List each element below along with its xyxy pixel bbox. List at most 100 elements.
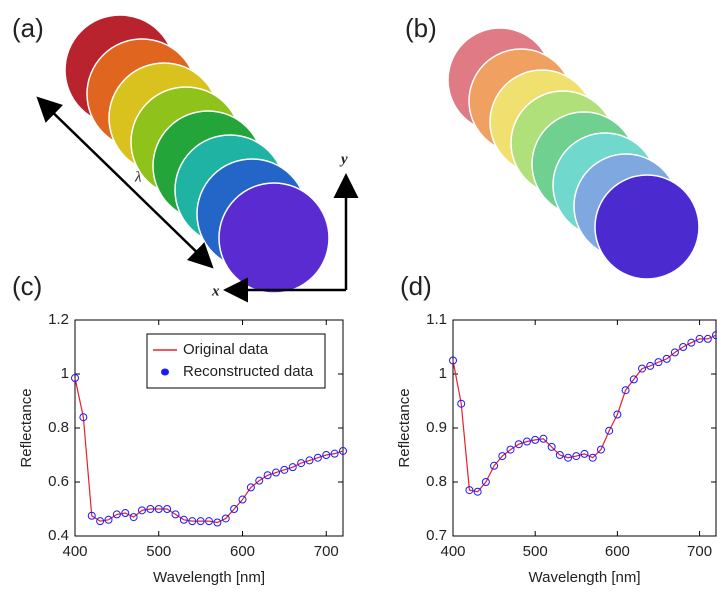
x-axis-title: Wavelength [nm] (529, 569, 641, 586)
data-point (654, 358, 663, 367)
data-point (621, 386, 630, 395)
data-point (531, 435, 540, 444)
legend-swatch (161, 368, 169, 376)
data-point (179, 515, 188, 524)
y-axis-title: Reflectance (396, 388, 413, 467)
data-point (564, 453, 573, 462)
data-point (449, 356, 457, 365)
data-point (154, 505, 163, 513)
legend-box (146, 333, 326, 389)
data-point (522, 437, 531, 446)
data-point (613, 410, 622, 419)
x-tick-label: 600 (230, 543, 255, 560)
y-tick-label: 1 (61, 365, 69, 382)
data-point (221, 514, 230, 523)
data-point (330, 449, 339, 458)
x-tick-label: 600 (605, 543, 630, 560)
legend-label: Reconstructed data (183, 363, 314, 380)
data-point (555, 451, 564, 459)
x-tick-label: 500 (523, 543, 548, 560)
data-point (288, 463, 297, 472)
data-point (572, 452, 581, 461)
y-tick-label: 0.8 (48, 419, 69, 436)
data-point (297, 459, 306, 468)
data-point (473, 487, 482, 496)
data-point (280, 465, 289, 474)
data-point (588, 453, 597, 462)
data-point (96, 517, 105, 526)
data-point (313, 453, 322, 462)
x-tick-label: 400 (440, 543, 465, 560)
data-point (112, 510, 121, 519)
data-point (230, 505, 239, 513)
y-tick-label: 0.6 (48, 473, 69, 490)
data-point (322, 451, 331, 459)
data-point (605, 426, 614, 435)
data-point (465, 486, 474, 495)
x-axis-title: Wavelength [nm] (153, 569, 265, 586)
data-point (629, 375, 638, 384)
data-point (263, 471, 272, 480)
y-tick-label: 1.1 (426, 311, 447, 328)
panel-label: (d) (400, 271, 432, 301)
data-point (506, 445, 515, 454)
data-point (71, 374, 79, 383)
data-point (670, 348, 679, 357)
data-point (457, 399, 466, 408)
data-point (129, 513, 138, 522)
data-point (213, 518, 222, 527)
data-point (547, 442, 556, 451)
data-point (87, 511, 96, 520)
disc (218, 182, 330, 294)
y-tick-label: 0.9 (426, 419, 447, 436)
data-point (196, 517, 205, 526)
data-point (246, 483, 255, 492)
data-point (687, 338, 696, 347)
data-point (679, 343, 688, 351)
x-tick-label: 400 (62, 543, 87, 560)
x-tick-label: 700 (314, 543, 339, 560)
data-point (138, 506, 146, 515)
y-tick-label: 0.8 (426, 473, 447, 490)
x-axis-label: x (211, 283, 220, 299)
x-tick-label: 500 (146, 543, 171, 560)
data-point (703, 334, 712, 343)
data-point (514, 440, 523, 449)
data-point (104, 515, 113, 524)
data-point (238, 495, 247, 504)
disc (594, 174, 700, 280)
data-point (580, 449, 589, 458)
data-point (79, 413, 88, 422)
data-point (188, 517, 197, 526)
data-point (339, 446, 347, 455)
data-point (305, 456, 314, 465)
panel-label: (b) (405, 13, 437, 43)
data-point (712, 331, 717, 340)
data-point (255, 476, 264, 485)
plot-frame (452, 319, 717, 537)
data-point (498, 452, 507, 461)
data-point (695, 334, 704, 343)
y-axis-label: y (339, 151, 348, 167)
y-tick-label: 0.4 (48, 527, 69, 544)
data-point (146, 505, 155, 513)
y-axis-title: Reflectance (18, 388, 35, 467)
data-line (452, 334, 717, 493)
y-tick-label: 0.7 (426, 527, 447, 544)
data-point (171, 510, 180, 519)
data-point (646, 361, 655, 370)
y-tick-label: 1.2 (48, 311, 69, 328)
legend-label: Original data (183, 341, 269, 358)
data-point (121, 509, 130, 518)
data-point (539, 434, 548, 443)
panel-label: (a) (12, 13, 44, 43)
data-line (74, 377, 344, 524)
data-point (490, 461, 499, 470)
data-point (638, 364, 647, 373)
data-point (662, 354, 671, 363)
data-point (163, 505, 172, 513)
lambda-arrow (36, 96, 214, 269)
x-tick-label: 700 (687, 543, 712, 560)
data-point (481, 478, 490, 486)
